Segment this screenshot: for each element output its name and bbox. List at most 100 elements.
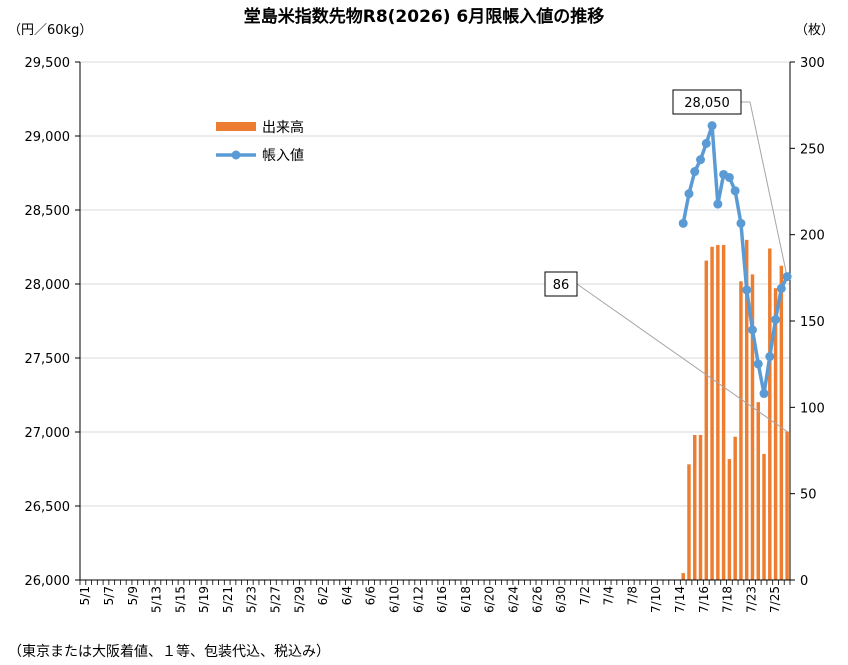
settlement-point: [747, 325, 757, 335]
volume-bar: [773, 288, 778, 580]
callout-price: 28,050: [672, 89, 742, 115]
volume-bars: [681, 239, 789, 581]
settlement-point: [713, 199, 723, 209]
x-tick-label: 5/13: [150, 586, 164, 613]
settlement-point: [782, 272, 792, 282]
legend-line-label: 帳入値: [262, 148, 304, 164]
footnote: （東京または大阪着値、１等、包装代込、税込み）: [8, 643, 330, 660]
x-tick-label: 6/6: [364, 586, 378, 605]
volume-bar: [785, 431, 789, 580]
volume-bar: [716, 245, 720, 580]
x-axis-ticks: 5/1 5/7 5/9 5/13 5/15 5/19 5/21 5/23 5/27 5/29 6/2…: [78, 580, 791, 613]
settlement-point: [690, 167, 700, 177]
legend-line-marker: [231, 150, 241, 160]
settlement-point: [707, 121, 717, 131]
x-tick-label: 7/4: [602, 586, 616, 605]
volume-bar: [750, 274, 755, 580]
legend-bar-swatch: [216, 122, 256, 131]
volume-bar: [704, 260, 709, 580]
leader-price: [749, 101, 788, 277]
x-tick-label: 6/16: [435, 586, 449, 613]
x-tick-label: 7/18: [721, 586, 735, 613]
settlement-point: [684, 189, 694, 199]
callout-volume-text: 86: [553, 278, 570, 293]
volume-bar: [721, 245, 726, 580]
volume-bar: [739, 281, 743, 580]
left-tick-label: 29,000: [25, 130, 71, 145]
volume-bar: [756, 402, 760, 580]
settlement-point: [736, 218, 746, 228]
volume-bar: [681, 573, 685, 580]
x-tick-label: 6/12: [411, 586, 425, 613]
callout-volume: 86: [544, 271, 578, 297]
x-tick-label: 6/30: [554, 586, 568, 613]
left-axis-ticks: 26,000 26,500 27,000 27,500 28,000 28,500 29,0…: [25, 56, 80, 589]
x-tick-label: 6/18: [459, 586, 473, 613]
callout-volume-box: [544, 271, 578, 297]
x-tick-label: 7/10: [649, 586, 663, 613]
left-tick-label: 27,000: [25, 426, 71, 441]
left-tick-label: 28,500: [25, 204, 71, 219]
settlement-point: [765, 352, 775, 362]
volume-bar: [727, 459, 732, 580]
volume-bar: [693, 434, 697, 580]
right-tick-label: 300: [800, 56, 825, 71]
right-tick-label: 250: [800, 142, 825, 157]
right-axis-unit: （枚）: [795, 23, 834, 38]
callout-price-text: 28,050: [684, 96, 730, 111]
x-tick-label: 7/23: [744, 586, 758, 613]
settlement-point: [753, 359, 763, 369]
volume-bar: [710, 246, 714, 580]
x-tick-label: 6/26: [530, 586, 544, 613]
axes: [79, 62, 791, 581]
left-axis-unit: （円／60kg）: [8, 23, 92, 38]
right-axis-ticks: 0 50 100 150 200 250 300: [790, 56, 825, 589]
callout-price-box: [672, 89, 742, 115]
x-tick-label: 5/9: [126, 586, 140, 605]
x-tick-label: 5/23: [245, 586, 259, 613]
x-tick-label: 7/25: [768, 586, 782, 613]
settlement-point: [742, 285, 752, 295]
volume-bar: [779, 265, 784, 580]
volume-bar: [762, 453, 766, 580]
gridlines: [80, 61, 790, 581]
x-tick-label: 6/24: [506, 586, 520, 613]
left-tick-label: 28,000: [25, 278, 71, 293]
legend-bar-label: 出来高: [262, 119, 304, 136]
chart-title: 堂島米指数先物R8(2026) 6月限帳入値の推移: [244, 6, 605, 27]
left-tick-label: 26,500: [25, 500, 71, 515]
settlement-point: [730, 186, 740, 196]
right-tick-label: 100: [800, 401, 825, 416]
right-tick-label: 200: [800, 229, 825, 244]
left-tick-label: 29,500: [25, 56, 71, 71]
settlement-line: [678, 121, 792, 399]
volume-bar: [687, 464, 691, 580]
volume-bar: [768, 248, 772, 581]
volume-bar: [744, 239, 749, 580]
x-tick-label: 6/10: [388, 586, 402, 613]
settlement-point: [771, 315, 781, 325]
volume-bar: [733, 436, 737, 580]
settlement-point: [724, 172, 734, 182]
x-tick-label: 5/1: [78, 586, 92, 605]
settlement-point: [696, 155, 706, 165]
x-tick-label: 5/19: [197, 586, 211, 613]
x-tick-label: 7/2: [578, 586, 592, 605]
left-tick-label: 27,500: [25, 352, 71, 367]
x-tick-label: 7/14: [673, 586, 687, 613]
volume-bar: [698, 434, 703, 580]
settlement-point: [678, 218, 688, 228]
right-tick-label: 50: [800, 488, 817, 503]
x-tick-label: 6/4: [340, 586, 354, 605]
x-tick-label: 7/16: [697, 586, 711, 613]
callout-leaders: [576, 101, 788, 432]
x-tick-label: 5/7: [102, 586, 116, 605]
x-tick-label: 6/20: [483, 586, 497, 613]
right-tick-label: 150: [800, 315, 825, 330]
x-tick-label: 5/29: [292, 586, 306, 613]
x-tick-label: 5/27: [269, 586, 283, 613]
settlement-point: [776, 283, 786, 293]
settlement-point: [701, 138, 711, 148]
x-tick-label: 5/21: [221, 586, 235, 613]
